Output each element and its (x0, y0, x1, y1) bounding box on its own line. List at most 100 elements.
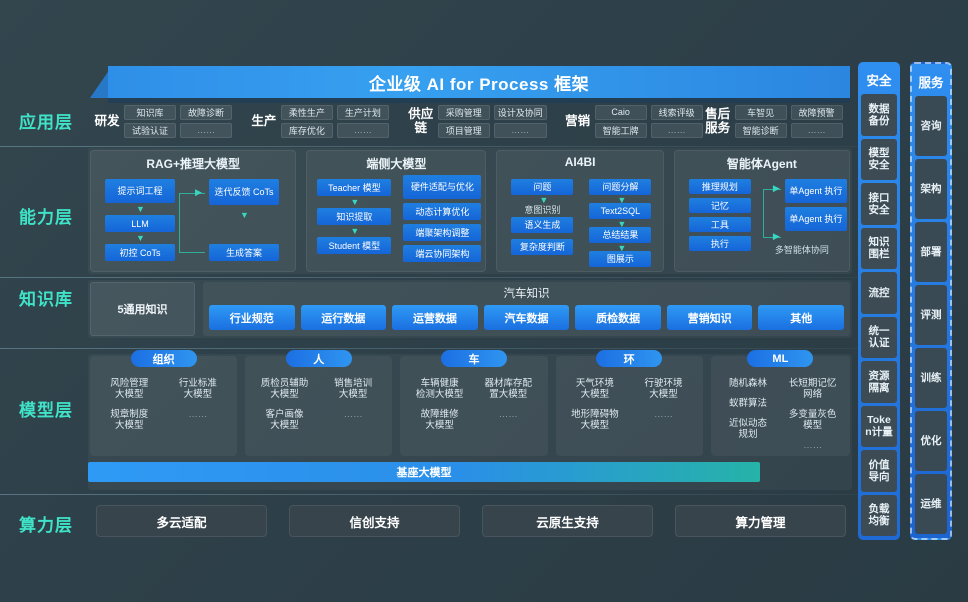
knowledge-chip[interactable]: 其他 (758, 305, 845, 330)
capability-card-edge[interactable]: 端侧大模型 Teacher 模型 ▼ 知识提取 ▼ Student 模型 硬件适… (306, 150, 487, 272)
model-group-pill[interactable]: 组织 (130, 350, 197, 367)
rail-service-item[interactable]: 训练 (915, 348, 947, 408)
model-item[interactable]: …… (188, 409, 208, 420)
rail-service-item[interactable]: 部署 (915, 222, 947, 282)
knowledge-chip[interactable]: 质检数据 (575, 305, 661, 330)
rail-security-item[interactable]: 流控 (861, 272, 897, 314)
application-chip[interactable]: 智能诊断 (734, 122, 787, 138)
bi-box-question[interactable]: 问题 (511, 179, 574, 195)
application-chip[interactable]: …… (493, 122, 547, 138)
rail-service-item[interactable]: 优化 (915, 411, 947, 471)
rag-box-llm[interactable]: LLM (105, 215, 175, 232)
application-group[interactable]: 售后服务 车智见 智能诊断 故障预警 …… (701, 100, 850, 142)
rail-security-item[interactable]: 资源 隔离 (861, 361, 897, 403)
agent-box-single-2[interactable]: 单Agent 执行 (784, 207, 847, 231)
model-group-card[interactable]: 组织风险管理 大模型 规章制度 大模型 行业标准 大模型 …… (90, 350, 238, 456)
edge-box-teacher[interactable]: Teacher 模型 (317, 179, 392, 196)
model-item[interactable]: 风险管理 大模型 (110, 378, 149, 400)
model-item[interactable]: 行驶环境 大模型 (644, 378, 683, 400)
model-group-pill[interactable]: 人 (285, 350, 352, 367)
rail-service-item[interactable]: 架构 (915, 159, 947, 219)
rail-service-item[interactable]: 咨询 (915, 96, 947, 156)
model-item[interactable]: …… (653, 409, 673, 420)
rail-security-item[interactable]: 统一 认证 (861, 316, 897, 358)
model-group-pill[interactable]: 环 (596, 350, 663, 367)
agent-box-memory[interactable]: 记忆 (688, 198, 751, 213)
agent-box-execute[interactable]: 执行 (688, 236, 751, 251)
model-item[interactable]: 客户画像 大模型 (265, 409, 304, 431)
model-item[interactable]: 近似动态 规划 (729, 418, 768, 440)
model-group-card[interactable]: 环天气环境 大模型 地形障碍物 大模型 行驶环境 大模型 …… (555, 350, 703, 456)
application-chip[interactable]: 智能工牌 (594, 122, 647, 138)
rail-service-item[interactable]: 评测 (915, 285, 947, 345)
knowledge-chip[interactable]: 行业规范 (209, 305, 295, 330)
rail-security-item[interactable]: 数据 备份 (861, 94, 897, 136)
capability-card-rag[interactable]: RAG+推理大模型 提示词工程 ▼ LLM ▼ 初控 CoTs 迭代反馈 CoT… (90, 150, 297, 272)
edge-box-hw-opt[interactable]: 硬件适配与优化 (403, 175, 482, 199)
rail-security-item[interactable]: Toke n计量 (861, 405, 897, 447)
rag-box-answer[interactable]: 生成答案 (209, 244, 279, 261)
application-group[interactable]: 营销 Caio 智能工牌 线索评级 …… (561, 100, 703, 142)
application-group[interactable]: 供应链 采购管理 项目管理 设计及协同 …… (404, 100, 561, 142)
application-chip[interactable]: 库存优化 (280, 122, 333, 138)
model-item[interactable]: …… (343, 409, 363, 420)
agent-box-single-1[interactable]: 单Agent 执行 (784, 179, 847, 203)
knowledge-general-card[interactable]: 5通用知识 (90, 282, 195, 336)
model-item[interactable]: 地形障碍物 大模型 (571, 409, 619, 431)
application-chip[interactable]: 项目管理 (437, 122, 490, 138)
rag-box-init-cots[interactable]: 初控 CoTs (105, 244, 175, 261)
edge-box-dynamic-compute[interactable]: 动态计算优化 (403, 203, 482, 220)
application-chip[interactable]: 生产计划 (336, 104, 389, 120)
knowledge-chip[interactable]: 汽车数据 (483, 305, 570, 330)
model-item[interactable]: 故障维修 大模型 (420, 409, 459, 431)
model-group-pill[interactable]: ML (747, 350, 814, 367)
model-item[interactable]: 多变量灰色 模型 (788, 409, 837, 431)
model-item[interactable]: …… (498, 409, 518, 420)
model-item[interactable]: 蚁群算法 (729, 398, 768, 409)
rail-security-item[interactable]: 接口 安全 (861, 183, 897, 225)
edge-box-arch-adjust[interactable]: 端聚架构调整 (403, 224, 482, 241)
bi-box-chart[interactable]: 图展示 (589, 251, 652, 267)
model-item[interactable]: 行业标准 大模型 (178, 378, 217, 400)
model-item[interactable]: 规章制度 大模型 (110, 409, 149, 431)
application-chip[interactable]: 车智见 (734, 104, 787, 120)
application-chip[interactable]: 故障诊断 (180, 104, 232, 120)
bi-box-summary[interactable]: 总结结果 (589, 227, 652, 243)
model-item[interactable]: 销售培训 大模型 (334, 378, 373, 400)
rail-security-item[interactable]: 价值 导向 (861, 450, 897, 492)
application-chip[interactable]: …… (650, 122, 703, 138)
application-chip[interactable]: 故障预警 (790, 104, 843, 120)
bi-box-decompose[interactable]: 问题分解 (589, 179, 652, 195)
application-chip[interactable]: …… (790, 122, 843, 138)
bi-box-semantic[interactable]: 语义生成 (511, 217, 574, 233)
knowledge-chip[interactable]: 营销知识 (666, 305, 753, 330)
rag-box-prompt[interactable]: 提示词工程 (105, 179, 175, 203)
model-item[interactable]: 质检员辅助 大模型 (260, 378, 309, 400)
agent-box-tool[interactable]: 工具 (688, 217, 751, 232)
application-chip[interactable]: 设计及协同 (493, 104, 547, 120)
model-item[interactable]: 长短期记忆 网络 (788, 378, 837, 400)
edge-box-cloud-edge[interactable]: 端云协同架构 (403, 245, 482, 262)
application-chip[interactable]: 柔性生产 (280, 104, 333, 120)
model-group-pill[interactable]: 车 (440, 350, 507, 367)
application-chip[interactable]: 知识库 (124, 104, 176, 120)
knowledge-chip[interactable]: 运行数据 (300, 305, 387, 330)
bi-box-text2sql[interactable]: Text2SQL (589, 203, 652, 219)
model-item[interactable]: 器材库存配 置大模型 (484, 378, 533, 400)
edge-box-student[interactable]: Student 模型 (317, 237, 392, 254)
compute-chip[interactable]: 信创支持 (289, 505, 460, 537)
model-item[interactable]: 天气环境 大模型 (575, 378, 614, 400)
model-group-card[interactable]: ML 随机森林 蚁群算法 近似动态 规划 长短期记忆 网络 多变量灰色 模型 …… (710, 350, 850, 456)
model-group-card[interactable]: 人质检员辅助 大模型 客户画像 大模型 销售培训 大模型 …… (245, 350, 393, 456)
compute-chip[interactable]: 算力管理 (675, 505, 846, 537)
rail-security-item[interactable]: 模型 安全 (861, 138, 897, 180)
compute-chip[interactable]: 多云适配 (96, 505, 267, 537)
rag-box-iterative-cots[interactable]: 迭代反馈 CoTs (209, 179, 279, 205)
rail-service-item[interactable]: 运维 (915, 474, 947, 534)
application-group[interactable]: 研发 知识库 试验认证 故障诊断 …… (90, 100, 247, 142)
capability-card-ai4bi[interactable]: AI4BI 问题 ▼ 意图识别 语义生成 复杂度判断 问题分解 ▼ Text2S… (496, 150, 664, 272)
model-group-card[interactable]: 车车辆健康 检测大模型 故障维修 大模型 器材库存配 置大模型…… (400, 350, 548, 456)
rail-security-item[interactable]: 负载 均衡 (861, 494, 897, 536)
compute-chip[interactable]: 云原生支持 (482, 505, 653, 537)
base-model-bar[interactable]: 基座大模型 (88, 462, 760, 482)
